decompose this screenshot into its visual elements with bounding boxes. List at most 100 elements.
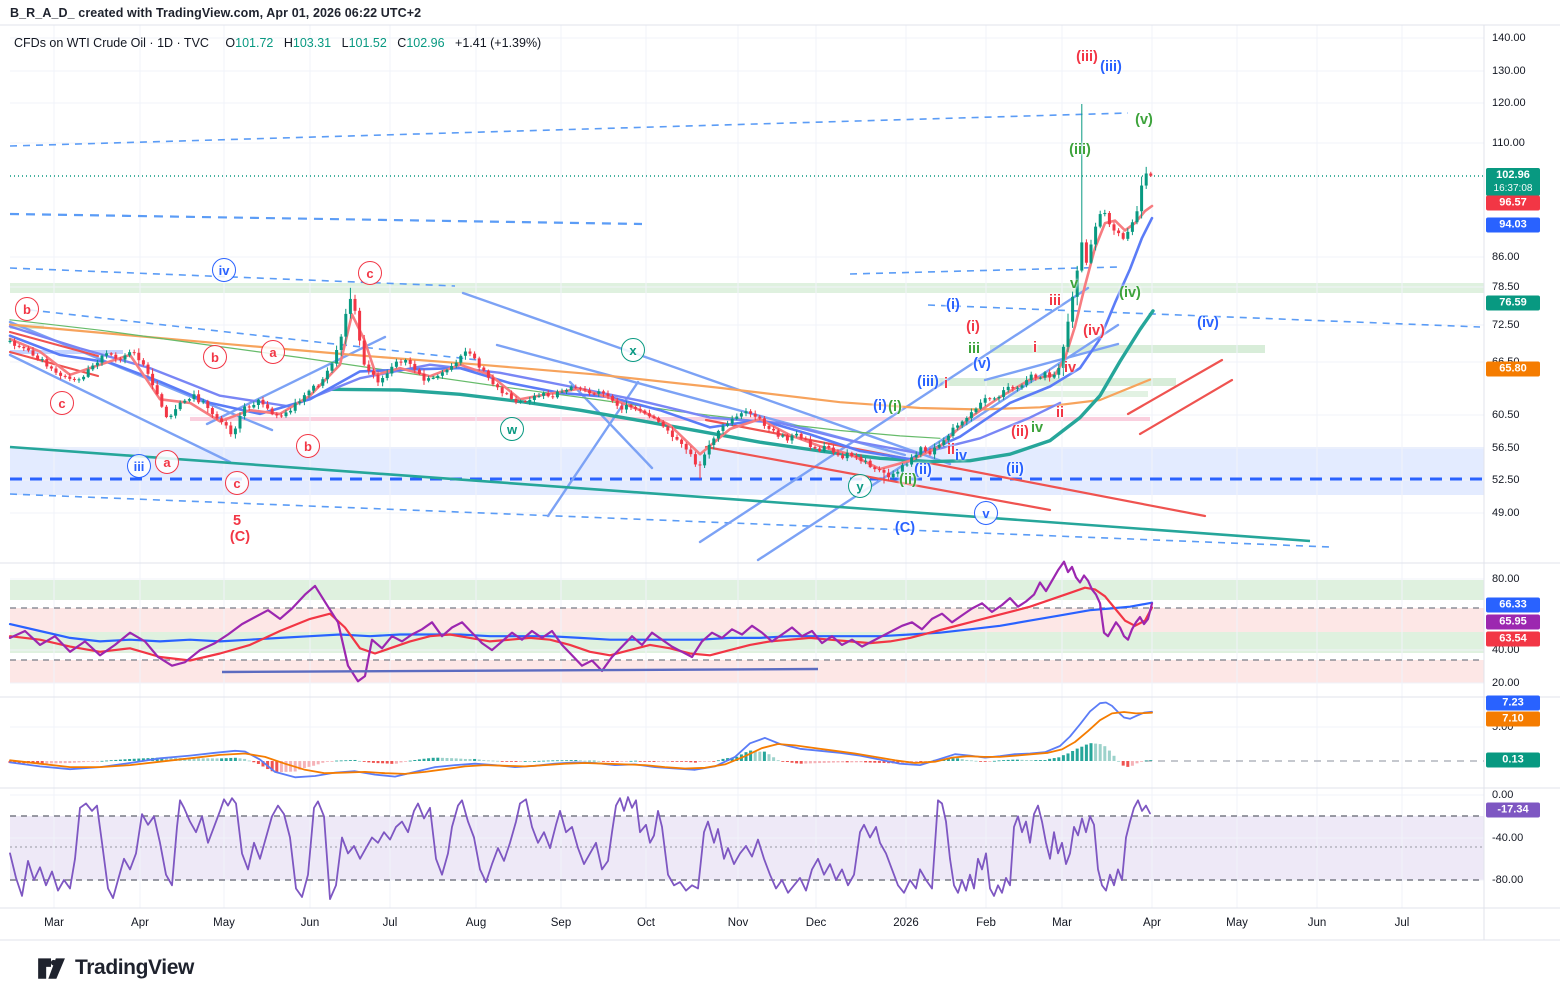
price-flag-value: -17.34	[1497, 803, 1529, 816]
wave-label-x-11[interactable]: x	[621, 338, 645, 362]
wave-label-c-9[interactable]: c	[225, 471, 249, 495]
wave-label-i-34[interactable]: (i)	[873, 398, 887, 414]
wave-label-c-5[interactable]: c	[50, 391, 74, 415]
wpr-line	[9, 796, 1151, 900]
wave-label-w-10[interactable]: w	[500, 417, 524, 441]
shaded-zone-6[interactable]	[10, 350, 123, 354]
dashed-trendline-1[interactable]	[9, 212, 643, 226]
time-axis-label-Dec[interactable]: Dec	[805, 917, 827, 929]
symbol-title[interactable]: CFDs on WTI Crude Oil · 1D · TVC	[14, 36, 209, 50]
shaded-zone-3[interactable]	[928, 378, 1176, 386]
price-scale-tick-130.00: 130.00	[1492, 65, 1526, 77]
wave-label-iii-28[interactable]: iii	[967, 341, 981, 357]
low-label: L	[341, 36, 349, 50]
wave-label-y-12[interactable]: y	[848, 474, 872, 498]
rsi-trendline[interactable]	[221, 667, 819, 674]
wave-label-iv-22[interactable]: (iv)	[1197, 315, 1219, 331]
shaded-zone-10[interactable]	[10, 632, 1484, 653]
tradingview-logo[interactable]: TradingView	[36, 953, 194, 983]
dashed-trendline-6[interactable]	[29, 309, 479, 361]
time-axis-label-Jun[interactable]: Jun	[300, 917, 320, 929]
time-axis-label-Jun[interactable]: Jun	[1307, 917, 1327, 929]
wave-label-iii-32[interactable]: (iii)	[917, 374, 939, 390]
price-flag-value: 65.95	[1499, 615, 1527, 628]
time-axis-label-Apr[interactable]: Apr	[1143, 917, 1161, 929]
wave-label-iii-6[interactable]: iii	[127, 454, 151, 478]
wave-label-ii-39[interactable]: ii	[946, 442, 956, 458]
wave-label-C-15[interactable]: (C)	[229, 529, 251, 545]
change-value: +1.41 (+1.39%)	[455, 36, 542, 50]
teal-trendline-0[interactable]	[9, 445, 1311, 543]
wave-label-iv-40[interactable]: iv	[954, 448, 968, 464]
time-axis-label-Feb[interactable]: Feb	[976, 917, 996, 929]
wave-label-ii-43[interactable]: (ii)	[1006, 461, 1024, 477]
shaded-zone-7[interactable]	[190, 417, 1150, 421]
wave-label-v-30[interactable]: (v)	[973, 356, 991, 372]
wave-label-iv-21[interactable]: (iv)	[1119, 285, 1141, 301]
dashed-trendline-3[interactable]	[849, 266, 1119, 275]
time-axis-label-Mar[interactable]: Mar	[44, 917, 64, 929]
wave-label-v-25[interactable]: v	[1069, 276, 1079, 292]
red-trendline-4[interactable]	[1126, 358, 1224, 416]
shaded-zone-9[interactable]	[10, 608, 1484, 632]
wave-label-b-0[interactable]: b	[15, 297, 39, 321]
ma-blue-slow	[8, 325, 1062, 455]
wave-label-v-13[interactable]: v	[974, 501, 998, 525]
wave-label-a-4[interactable]: a	[261, 340, 285, 364]
time-axis-label-Sep[interactable]: Sep	[550, 917, 572, 929]
wave-label-iv-31[interactable]: iv	[1063, 360, 1077, 376]
rsi-slow-line	[8, 601, 1154, 643]
dashed-trendline-0[interactable]	[9, 112, 1129, 147]
wave-label-iii-20[interactable]: (iii)	[1069, 142, 1091, 158]
wave-label-c-2[interactable]: c	[358, 261, 382, 285]
blue-trendline-8[interactable]	[756, 323, 1120, 562]
wave-label-i-33[interactable]: i	[943, 376, 949, 392]
wave-label-i-29[interactable]: i	[1032, 340, 1038, 356]
time-axis-label-2026[interactable]: 2026	[893, 917, 919, 929]
wave-label-iii-18[interactable]: (iii)	[1100, 59, 1122, 75]
wave-label-iv-1[interactable]: iv	[212, 258, 236, 282]
wave-label-ii-41[interactable]: (ii)	[914, 462, 932, 478]
red-trendline-3[interactable]	[704, 445, 1052, 512]
time-axis-label-Mar[interactable]: Mar	[1052, 917, 1072, 929]
wave-label-C-16[interactable]: (C)	[894, 520, 916, 536]
wave-label-i-35[interactable]: (i)	[888, 399, 902, 415]
red-trendline-0[interactable]	[8, 330, 100, 358]
wave-label-ii-36[interactable]: ii	[1055, 405, 1065, 421]
wave-label-i-27[interactable]: (i)	[966, 319, 980, 335]
shaded-zone-4[interactable]	[1008, 391, 1148, 397]
time-axis-label-Apr[interactable]: Apr	[131, 917, 149, 929]
wave-label-5-14[interactable]: 5	[232, 513, 242, 529]
shaded-zone-0[interactable]	[10, 283, 1484, 293]
wave-label-a-7[interactable]: a	[155, 450, 179, 474]
wave-label-v-19[interactable]: (v)	[1135, 112, 1153, 128]
time-axis-label-Oct[interactable]: Oct	[637, 917, 655, 929]
blue-trendline-6[interactable]	[568, 380, 654, 470]
wave-label-iii-24[interactable]: iii	[1048, 293, 1062, 309]
time-axis-label-Jul[interactable]: Jul	[1394, 917, 1410, 929]
wave-label-iii-17[interactable]: (iii)	[1076, 49, 1098, 65]
blue-trendline-7[interactable]	[698, 286, 1090, 544]
wave-label-ii-37[interactable]: (ii)	[1011, 424, 1029, 440]
symbol-legend: CFDs on WTI Crude Oil · 1D · TVC O101.72…	[14, 36, 541, 50]
time-axis-label-May[interactable]: May	[213, 917, 235, 929]
blue-trendline-9[interactable]	[983, 342, 1120, 382]
shaded-zone-8[interactable]	[10, 580, 1484, 600]
time-axis-label-Aug[interactable]: Aug	[465, 917, 487, 929]
wave-label-b-3[interactable]: b	[203, 345, 227, 369]
blue-trendline-1[interactable]	[8, 353, 232, 464]
wave-label-b-8[interactable]: b	[296, 434, 320, 458]
macd-line	[9, 701, 1153, 779]
dashed-trendline-4[interactable]	[927, 304, 1481, 328]
wave-label-iv-23[interactable]: (iv)	[1083, 323, 1105, 339]
wave-label-ii-42[interactable]: (ii)	[899, 472, 917, 488]
time-axis-label-May[interactable]: May	[1226, 917, 1248, 929]
time-axis-label-Jul[interactable]: Jul	[382, 917, 398, 929]
wave-label-i-26[interactable]: (i)	[946, 297, 960, 313]
shaded-zone-11[interactable]	[10, 660, 1484, 683]
blue-trendline-3[interactable]	[461, 291, 952, 466]
red-trendline-5[interactable]	[1138, 378, 1234, 436]
time-axis-label-Nov[interactable]: Nov	[727, 917, 749, 929]
wave-label-iv-38[interactable]: iv	[1030, 420, 1044, 436]
